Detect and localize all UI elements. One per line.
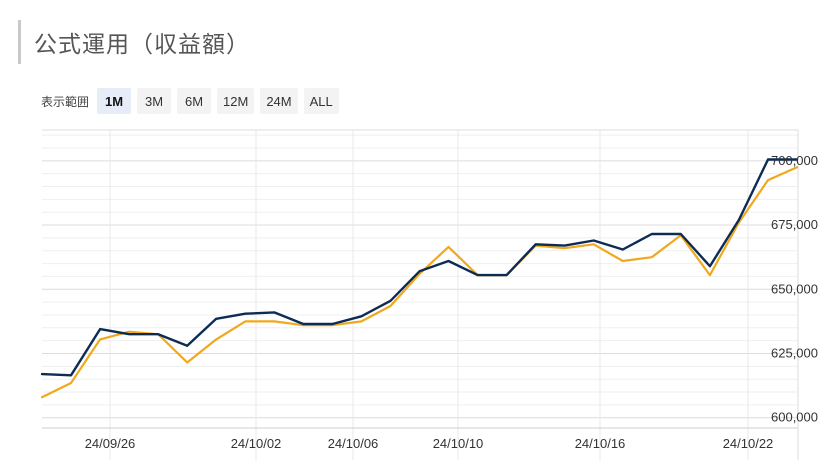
x-tick-label: 24/10/22	[723, 436, 774, 451]
x-tick-label: 24/10/16	[575, 436, 626, 451]
range-button-all[interactable]: ALL	[303, 88, 339, 114]
y-tick-label: 625,000	[771, 346, 818, 361]
x-tick-label: 24/10/10	[433, 436, 484, 451]
range-button-3m[interactable]: 3M	[137, 88, 172, 114]
series-line-secondary	[40, 166, 799, 399]
chart-series	[40, 158, 799, 399]
y-tick-label: 675,000	[771, 217, 818, 232]
range-button-1m[interactable]: 1M	[97, 88, 132, 114]
page-header: 公式運用（収益額）	[18, 20, 250, 64]
x-tick-label: 24/10/02	[231, 436, 282, 451]
chart-grid	[42, 129, 799, 460]
chart-axis-labels: 600,000 625,000 650,000 675,000 700,000 24/09…	[85, 153, 818, 451]
y-tick-label: 600,000	[771, 410, 818, 425]
x-tick-label: 24/09/26	[85, 436, 136, 451]
range-selector: 表示範囲 1M 3M 6M 12M 24M ALL	[41, 88, 339, 114]
y-tick-label: 700,000	[771, 153, 818, 168]
range-button-24m[interactable]: 24M	[260, 88, 298, 114]
range-button-12m[interactable]: 12M	[217, 88, 255, 114]
x-tick-label: 24/10/06	[328, 436, 379, 451]
range-button-6m[interactable]: 6M	[177, 88, 212, 114]
y-tick-label: 650,000	[771, 281, 818, 296]
series-line-primary	[40, 158, 799, 377]
range-selector-label: 表示範囲	[41, 94, 90, 109]
page-title: 公式運用（収益額）	[34, 32, 250, 58]
